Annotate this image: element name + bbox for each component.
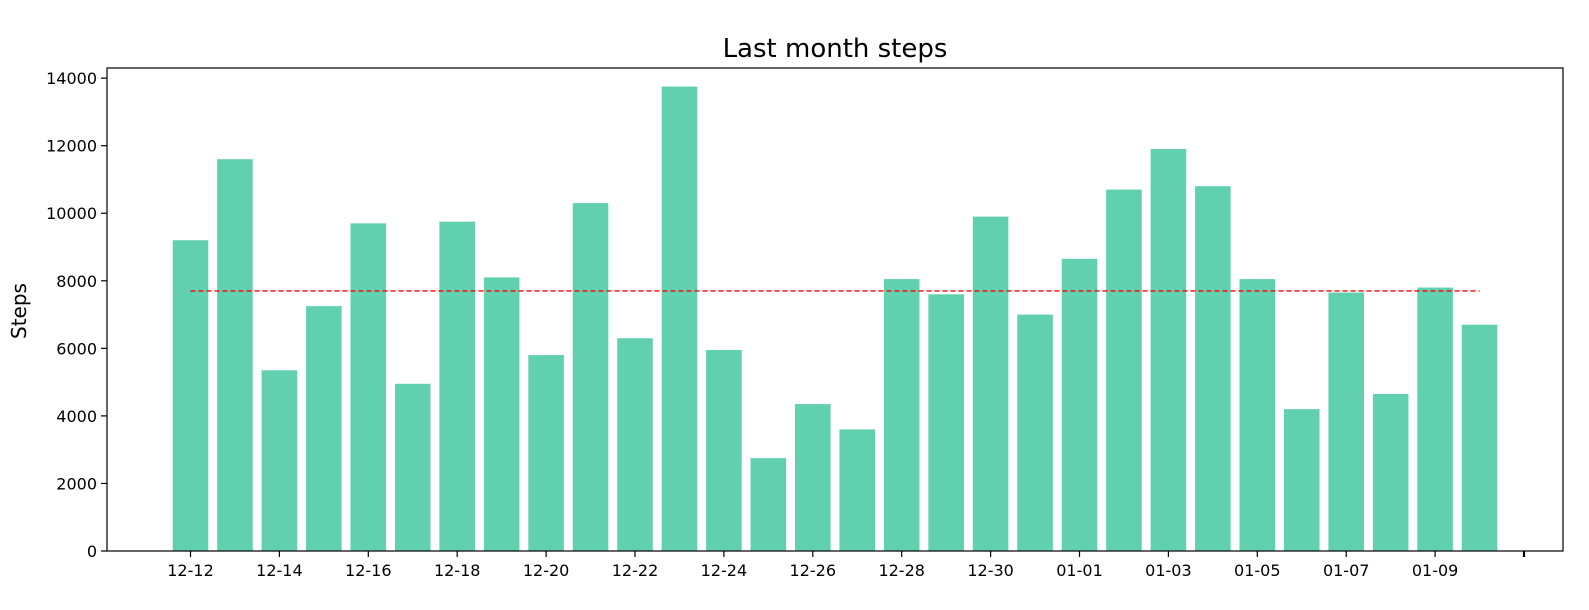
y-tick-label: 12000 [46, 137, 97, 156]
bar-12-12 [172, 240, 209, 551]
bar-12-29 [928, 294, 964, 551]
bar-12-22 [617, 338, 653, 551]
bar-12-26 [795, 404, 831, 551]
y-tick-label: 2000 [56, 474, 97, 493]
x-tick-label: 01-07 [1323, 561, 1370, 580]
y-tick-label: 6000 [56, 339, 97, 358]
bar-12-17 [394, 383, 431, 551]
bar-01-07 [1328, 292, 1364, 551]
bar-01-08 [1372, 393, 1409, 551]
bar-01-04 [1195, 186, 1231, 551]
x-tick-label: 01-03 [1145, 561, 1192, 580]
x-tick-label: 12-26 [790, 561, 837, 580]
bar-12-21 [572, 203, 609, 551]
bar-12-13 [217, 159, 253, 551]
x-tick-label: 01-09 [1412, 561, 1459, 580]
x-tick-label: 01-01 [1056, 561, 1103, 580]
chart-title: Last month steps [723, 34, 948, 64]
bar-01-05 [1239, 279, 1276, 551]
bar-12-20 [528, 355, 564, 551]
bar-12-19 [483, 277, 520, 551]
bar-12-27 [839, 429, 876, 551]
y-tick-label: 0 [87, 542, 97, 561]
x-tick-label: 01-05 [1234, 561, 1281, 580]
y-tick-label: 4000 [56, 407, 97, 426]
y-tick-label: 8000 [56, 272, 97, 291]
x-tick-label: 12-22 [612, 561, 659, 580]
x-tick-label: 12-30 [967, 561, 1014, 580]
bar-01-01 [1061, 258, 1098, 551]
plot-frame [106, 67, 1564, 552]
bar-12-23 [661, 86, 698, 551]
bar-01-10 [1461, 324, 1498, 551]
y-tick-label: 10000 [46, 204, 97, 223]
x-tick-label: 12-12 [167, 561, 214, 580]
bar-12-15 [306, 306, 342, 551]
bar-12-31 [1017, 314, 1053, 551]
x-tick-label: 12-24 [701, 561, 748, 580]
x-axis: 12-12 12-14 12-16 12-18 12-20 12-22 12-24 12-26… [167, 551, 1526, 580]
bar-12-28 [883, 279, 920, 551]
x-tick-label: 12-14 [256, 561, 303, 580]
bar-01-06 [1283, 409, 1320, 551]
y-axis: 0 2000 4000 6000 8000 10000 12000 14000 [46, 69, 107, 561]
bar-12-18 [439, 221, 475, 551]
bars-group [172, 86, 1498, 551]
bar-01-03 [1150, 149, 1187, 551]
bar-12-25 [750, 458, 787, 551]
x-tick-label: 12-20 [523, 561, 570, 580]
y-tick-label: 14000 [46, 69, 97, 88]
x-tick-label: 12-16 [345, 561, 392, 580]
bar-12-14 [261, 370, 298, 551]
bar-12-16 [350, 223, 387, 551]
bar-12-30 [972, 216, 1009, 551]
bar-12-24 [706, 350, 742, 551]
y-axis-label: Steps [7, 283, 31, 339]
bar-01-02 [1106, 189, 1142, 551]
x-tick-label: 12-18 [434, 561, 481, 580]
bar-01-09 [1417, 287, 1453, 551]
x-tick-label: 12-28 [878, 561, 925, 580]
